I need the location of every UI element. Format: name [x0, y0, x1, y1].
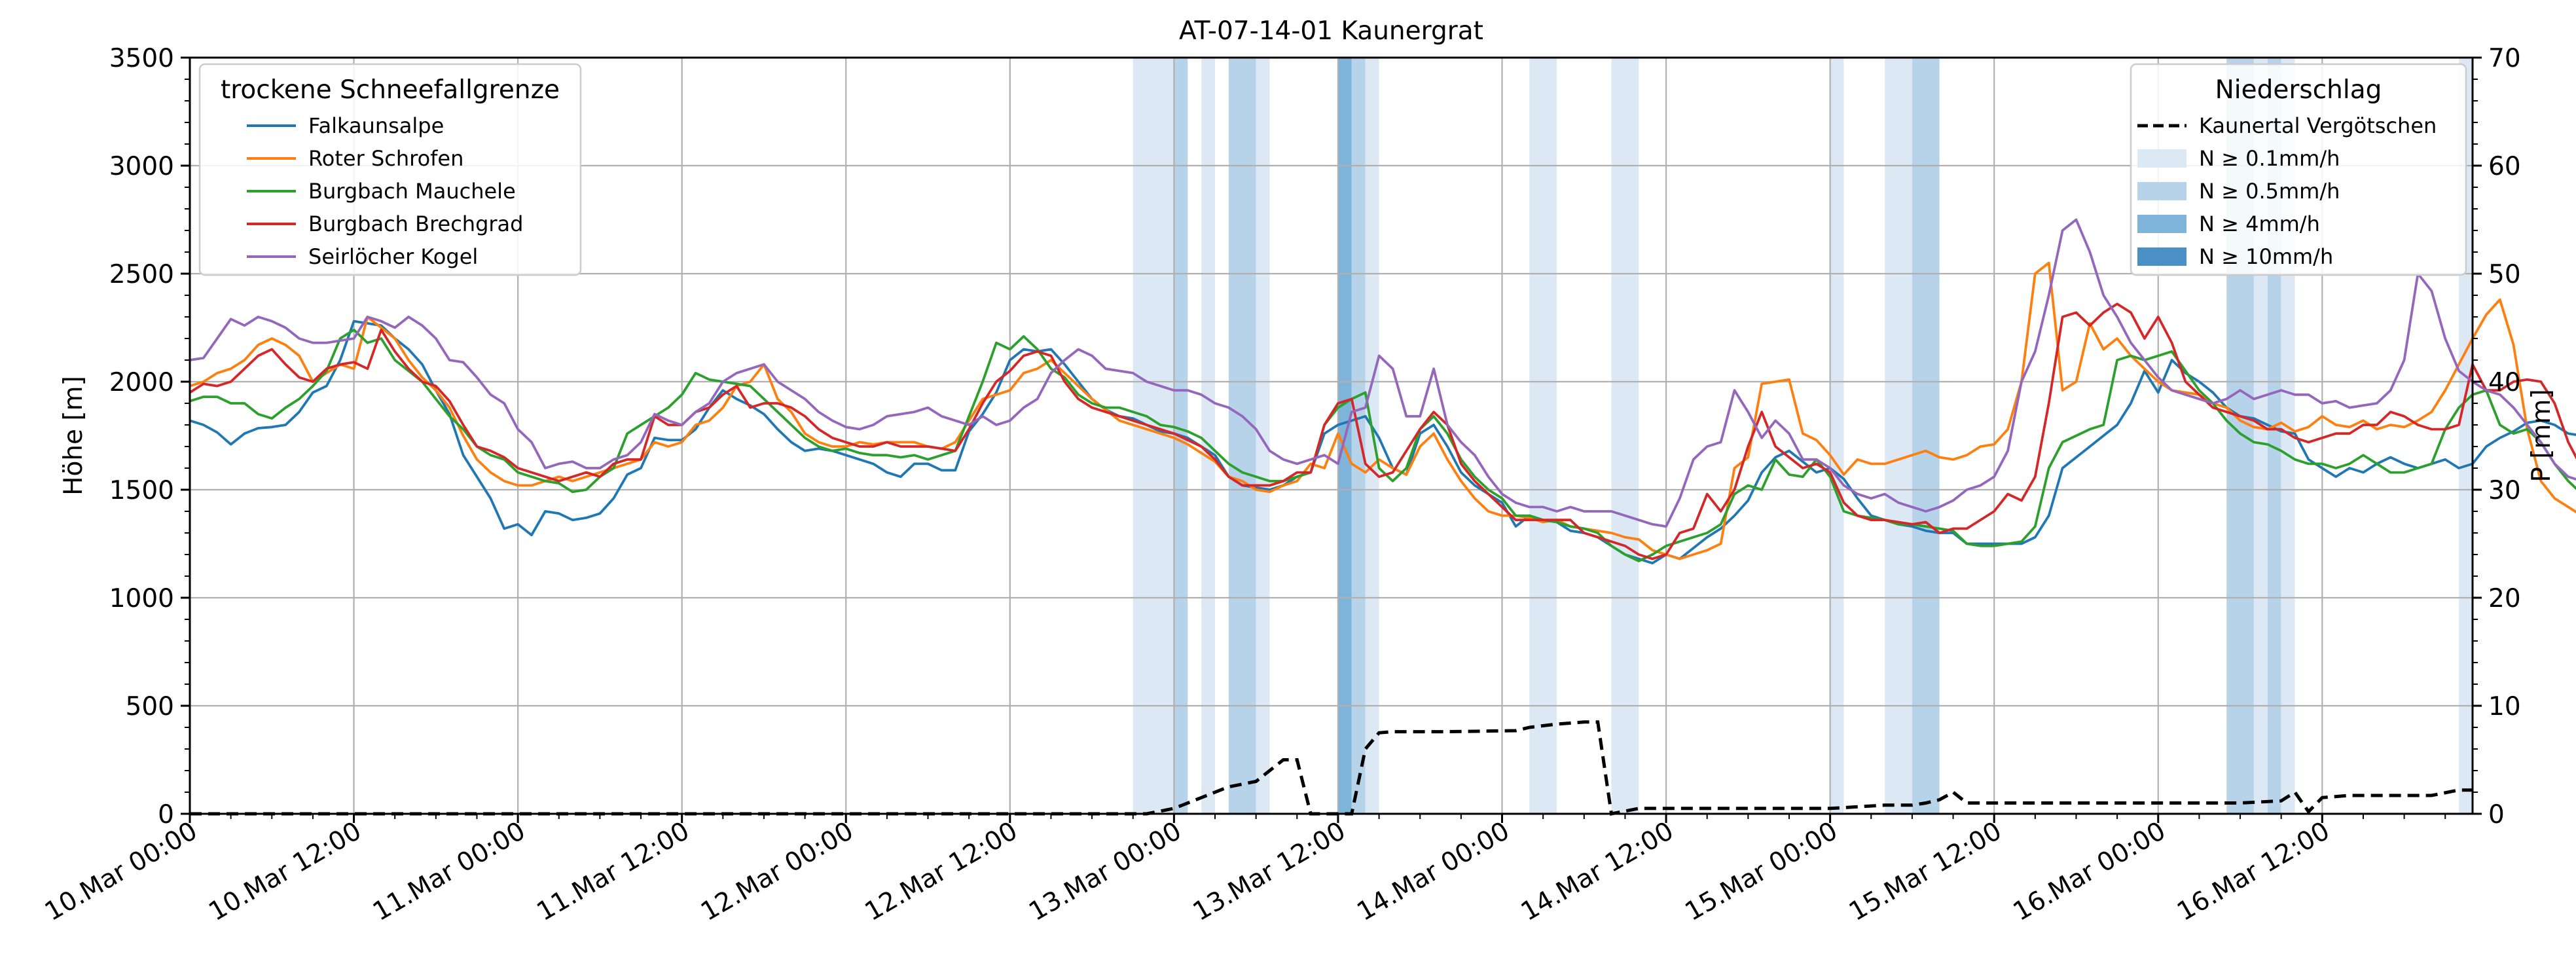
- y2-axis-label: P [mm]: [2527, 389, 2556, 482]
- x-tick-label: 16.Mar 12:00: [2172, 816, 2334, 927]
- legend-swatch: [2137, 247, 2186, 266]
- y2-tick-label: 70: [2488, 44, 2521, 73]
- series-line: [189, 261, 2576, 560]
- y-tick-label: 1500: [109, 476, 174, 505]
- legend-box: [2130, 63, 2467, 276]
- chart-title: AT-07-14-01 Kaunergrat: [1179, 16, 1483, 46]
- x-tick-label: 13.Mar 12:00: [1188, 816, 1351, 927]
- precip-band: [1885, 58, 1912, 814]
- y-tick-label: 1000: [109, 584, 174, 613]
- x-tick-label: 14.Mar 12:00: [1516, 816, 1678, 927]
- series-line: [189, 319, 2576, 565]
- y-tick-label: 3000: [109, 152, 174, 181]
- legend-snowfall-line: trockene Schneefallgrenze Falkaunsalpe Rot…: [198, 63, 582, 276]
- legend-label: Burgbach Brechgrad: [308, 211, 523, 236]
- precip-band: [1529, 58, 1557, 814]
- series-line: [189, 302, 2576, 560]
- x-tick-label: 10.Mar 00:00: [40, 816, 202, 927]
- x-tick-label: 15.Mar 12:00: [1844, 816, 2006, 927]
- precip-band: [1611, 58, 1639, 814]
- x-tick-label: 11.Mar 00:00: [368, 816, 530, 927]
- y-tick-label: 0: [158, 800, 174, 830]
- y-tick-label: 2500: [109, 260, 174, 289]
- precip-line: [190, 720, 2473, 816]
- y-tick-label: 3500: [109, 44, 174, 73]
- y-axis-label: Höhe [m]: [59, 376, 88, 496]
- legend-title: trockene Schneefallgrenze: [221, 75, 560, 105]
- x-tick-label: 10.Mar 12:00: [204, 816, 367, 927]
- legend-label: N ≥ 10mm/h: [2199, 244, 2333, 269]
- precip-band: [1830, 58, 1844, 814]
- x-tick-label: 14.Mar 00:00: [1352, 816, 1514, 927]
- legend-box: [198, 63, 582, 276]
- x-tick-label: 11.Mar 12:00: [532, 816, 695, 927]
- legend-swatch: [2137, 149, 2186, 168]
- legend-label: Falkaunsalpe: [308, 113, 444, 138]
- x-tick-label: 13.Mar 00:00: [1024, 816, 1186, 927]
- legend-label: Burgbach Mauchele: [308, 179, 516, 204]
- precipitation-line-layer: [190, 720, 2473, 816]
- y2-tick-label: 20: [2488, 584, 2521, 613]
- y2-tick-label: 60: [2488, 152, 2521, 181]
- x-tick-label: 15.Mar 00:00: [1680, 816, 1843, 927]
- y-tick-label: 2000: [109, 368, 174, 397]
- precip-band: [1912, 58, 1940, 814]
- x-tick-label: 16.Mar 00:00: [2008, 816, 2171, 927]
- x-tick-label: 12.Mar 12:00: [860, 816, 1023, 927]
- legend-swatch: [2137, 215, 2186, 233]
- series-lines: [189, 218, 2576, 565]
- legend-label: Kaunertal Vergötschen: [2199, 113, 2437, 138]
- plot-frame: [189, 56, 2474, 815]
- legend-label: N ≥ 0.5mm/h: [2199, 179, 2340, 204]
- y2-tick-label: 10: [2488, 692, 2521, 721]
- precip-band: [1228, 58, 1256, 814]
- precip-band: [1201, 58, 1216, 814]
- precip-band: [1256, 58, 1270, 814]
- legend-precipitation: Niederschlag Kaunertal Vergötschen N ≥ 0.1…: [2130, 63, 2467, 276]
- legend-title: Niederschlag: [2215, 75, 2382, 105]
- legend-label: N ≥ 4mm/h: [2199, 211, 2320, 236]
- legend-label: Roter Schrofen: [308, 146, 463, 171]
- y2-tick-label: 0: [2488, 800, 2505, 830]
- legend-label: Seirlöcher Kogel: [308, 244, 478, 269]
- y2-tick-label: 50: [2488, 260, 2521, 289]
- y2-tick-label: 40: [2488, 368, 2521, 397]
- legend-swatch: [2137, 182, 2186, 200]
- x-tick-label: 12.Mar 00:00: [696, 816, 858, 927]
- legend-label: N ≥ 0.1mm/h: [2199, 146, 2340, 171]
- y2-tick-label: 30: [2488, 476, 2521, 505]
- series-line: [189, 218, 2576, 528]
- y-tick-label: 500: [126, 692, 174, 721]
